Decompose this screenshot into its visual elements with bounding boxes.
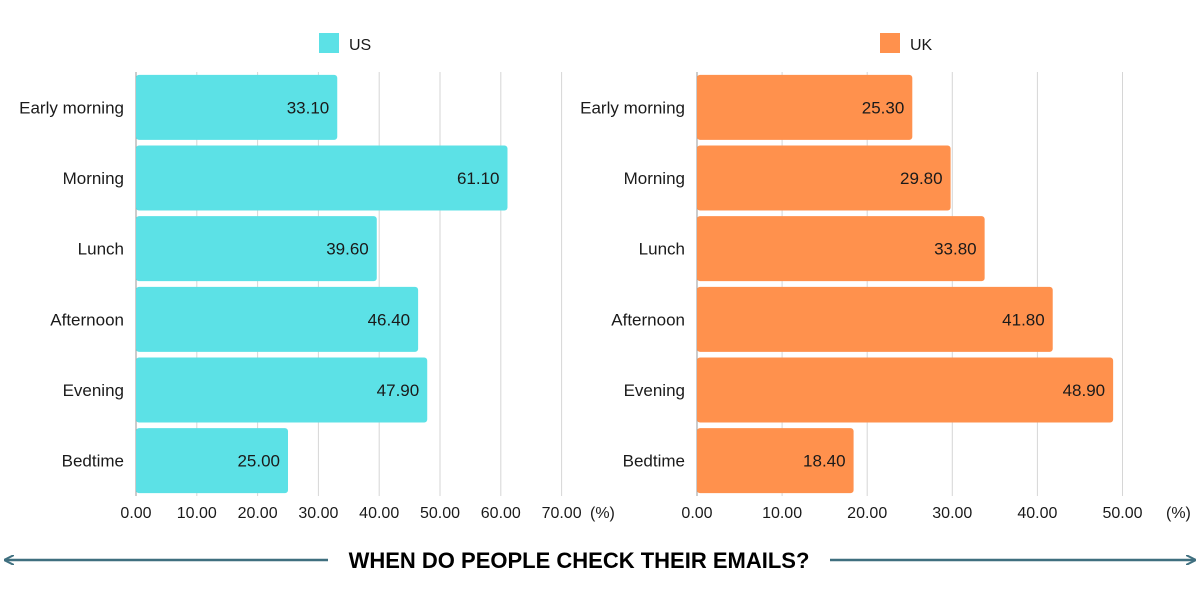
us-category-label: Early morning xyxy=(19,98,124,117)
uk-category-label: Afternoon xyxy=(611,310,685,329)
us-value-label: 33.10 xyxy=(287,98,330,117)
us-value-label: 39.60 xyxy=(326,240,369,259)
uk-tick-label: 40.00 xyxy=(1017,505,1057,522)
us-category-label: Evening xyxy=(63,381,124,400)
us-tick-label: 20.00 xyxy=(238,505,278,522)
uk-tick-label: 30.00 xyxy=(932,505,972,522)
uk-value-label: 33.80 xyxy=(934,240,977,259)
uk-tick-label: 20.00 xyxy=(847,505,887,522)
us-bar xyxy=(136,357,428,423)
uk-value-label: 25.30 xyxy=(862,98,905,117)
uk-category-label: Early morning xyxy=(580,98,685,117)
uk-category-label: Bedtime xyxy=(623,452,685,471)
us-bar xyxy=(136,216,377,282)
us-value-label: 47.90 xyxy=(377,381,420,400)
uk-legend-swatch xyxy=(880,33,900,53)
us-tick-label: 40.00 xyxy=(359,505,399,522)
uk-value-label: 48.90 xyxy=(1063,381,1106,400)
us-unit-label: (%) xyxy=(590,505,615,522)
us-value-label: 46.40 xyxy=(368,310,411,329)
chart-title: WHEN DO PEOPLE CHECK THEIR EMAILS? xyxy=(349,548,810,573)
us-legend-swatch xyxy=(319,33,339,53)
us-tick-label: 30.00 xyxy=(298,505,338,522)
uk-bar xyxy=(697,145,951,211)
us-category-label: Afternoon xyxy=(50,310,124,329)
uk-tick-label: 10.00 xyxy=(762,505,802,522)
uk-tick-label: 50.00 xyxy=(1102,505,1142,522)
us-value-label: 61.10 xyxy=(457,169,500,188)
us-bar xyxy=(136,74,338,140)
title-banner: WHEN DO PEOPLE CHECK THEIR EMAILS? xyxy=(6,548,1194,573)
uk-category-label: Lunch xyxy=(639,240,685,259)
us-bar xyxy=(136,428,288,494)
us-bar xyxy=(136,286,419,352)
uk-bar xyxy=(697,74,913,140)
uk-bar xyxy=(697,216,985,282)
us-chart: 33.10 Early morning 61.10 Morning 39.60 Lunch… xyxy=(19,33,615,522)
uk-bar xyxy=(697,357,1114,423)
us-bar xyxy=(136,145,508,211)
us-tick-label: 50.00 xyxy=(420,505,460,522)
uk-category-label: Morning xyxy=(624,169,685,188)
us-category-label: Morning xyxy=(63,169,124,188)
us-tick-label: 0.00 xyxy=(120,505,151,522)
uk-tick-label: 0.00 xyxy=(681,505,712,522)
uk-legend-label: UK xyxy=(910,37,933,54)
uk-value-label: 18.40 xyxy=(803,452,846,471)
us-category-label: Lunch xyxy=(78,240,124,259)
uk-unit-label: (%) xyxy=(1166,505,1191,522)
uk-bar xyxy=(697,286,1053,352)
us-category-label: Bedtime xyxy=(62,452,124,471)
us-value-label: 25.00 xyxy=(237,452,280,471)
us-tick-label: 60.00 xyxy=(481,505,521,522)
us-tick-label: 10.00 xyxy=(177,505,217,522)
us-tick-label: 70.00 xyxy=(542,505,582,522)
uk-value-label: 41.80 xyxy=(1002,310,1045,329)
uk-bar xyxy=(697,428,854,494)
uk-value-label: 29.80 xyxy=(900,169,943,188)
uk-category-label: Evening xyxy=(624,381,685,400)
uk-chart: 25.30 Early morning 29.80 Morning 33.80 Lunch… xyxy=(580,33,1191,522)
us-legend-label: US xyxy=(349,37,371,54)
